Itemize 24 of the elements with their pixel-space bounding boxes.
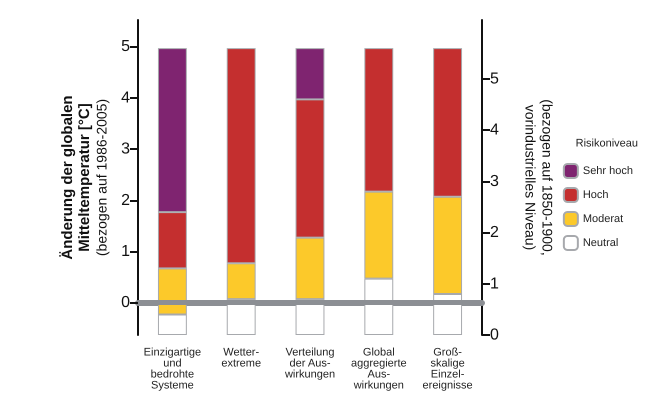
legend-title: Risikoniveau [576, 138, 638, 150]
y2-axis-title: (bezogen auf 1850-1900, vorindustrielles Niveau) [522, 99, 556, 256]
x-tick-label: Einzigartige und bedrohte Systeme [144, 346, 202, 392]
y-tick-label: 4 [121, 89, 130, 106]
y-tick-label: 0 [121, 294, 130, 312]
y-tick-label: 2 [121, 192, 130, 209]
y2-tick-label: 2 [490, 224, 499, 242]
legend-label: Sehr hoch [582, 165, 634, 177]
legend-label: Moderat [582, 213, 624, 225]
x-tick-label: Global aggregierte Aus- wirkungen [350, 346, 407, 392]
x-tick-label: Wetter- extreme [221, 346, 262, 370]
y-tick-label: 5 [121, 38, 130, 56]
legend-label: Neutral [582, 237, 618, 249]
x-tick-label: Verteilung der Aus- wirkungen [284, 346, 336, 380]
y2-tick-label: 1 [490, 275, 499, 292]
y-axis-title: Änderung der globalen Mitteltemperatur [°C] (bezogen auf 1986-2005) [59, 95, 110, 260]
y-tick-label: 3 [121, 140, 130, 158]
legend-label: Hoch [582, 189, 609, 201]
y2-tick-label: 0 [490, 326, 499, 344]
y-tick-label: 1 [121, 243, 130, 260]
x-tick-label: Groß- skalige Einzel- ereignisse [422, 346, 473, 392]
y2-tick-label: 3 [490, 172, 499, 190]
y2-tick-label: 4 [490, 122, 499, 139]
y2-tick-label: 5 [490, 70, 499, 88]
